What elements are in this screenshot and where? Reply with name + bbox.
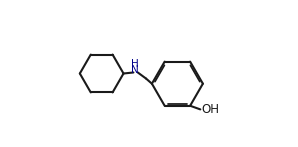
Text: H: H xyxy=(131,59,139,69)
Text: OH: OH xyxy=(201,103,219,116)
Text: N: N xyxy=(131,65,139,75)
